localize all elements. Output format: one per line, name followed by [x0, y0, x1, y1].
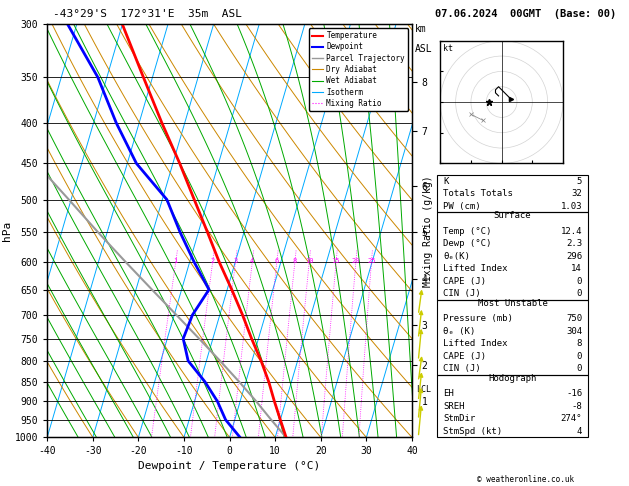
- Text: 25: 25: [367, 259, 376, 264]
- Legend: Temperature, Dewpoint, Parcel Trajectory, Dry Adiabat, Wet Adiabat, Isotherm, Mi: Temperature, Dewpoint, Parcel Trajectory…: [309, 28, 408, 111]
- Text: Surface: Surface: [494, 211, 532, 220]
- Bar: [437, 300, 588, 375]
- Text: Most Unstable: Most Unstable: [477, 298, 548, 308]
- Y-axis label: hPa: hPa: [2, 221, 12, 241]
- Text: 2: 2: [210, 259, 214, 264]
- Text: © weatheronline.co.uk: © weatheronline.co.uk: [477, 474, 574, 484]
- Text: 10: 10: [304, 259, 313, 264]
- Text: 12.4: 12.4: [560, 226, 582, 236]
- Text: 8: 8: [577, 339, 582, 348]
- Text: 0: 0: [577, 277, 582, 286]
- Text: 296: 296: [566, 252, 582, 260]
- Text: StmSpd (kt): StmSpd (kt): [443, 427, 503, 435]
- Text: 2.3: 2.3: [566, 239, 582, 248]
- Text: CAPE (J): CAPE (J): [443, 352, 486, 361]
- Text: Hodograph: Hodograph: [489, 374, 537, 382]
- Text: kt: kt: [443, 44, 453, 53]
- Text: StmDir: StmDir: [443, 414, 476, 423]
- Text: SREH: SREH: [443, 401, 465, 411]
- Text: 15: 15: [331, 259, 340, 264]
- Text: 0: 0: [577, 289, 582, 298]
- Text: 304: 304: [566, 327, 582, 336]
- Text: ASL: ASL: [415, 44, 433, 54]
- Text: 0: 0: [577, 352, 582, 361]
- Text: 750: 750: [566, 314, 582, 323]
- Text: 32: 32: [571, 189, 582, 198]
- Text: Dewp (°C): Dewp (°C): [443, 239, 492, 248]
- Text: Lifted Index: Lifted Index: [443, 264, 508, 273]
- Text: CIN (J): CIN (J): [443, 289, 481, 298]
- Text: PW (cm): PW (cm): [443, 202, 481, 211]
- Text: EH: EH: [443, 389, 454, 398]
- Text: Mixing Ratio (g/kg): Mixing Ratio (g/kg): [423, 175, 433, 287]
- Text: CIN (J): CIN (J): [443, 364, 481, 373]
- Text: 5: 5: [577, 177, 582, 186]
- Text: 3: 3: [233, 259, 237, 264]
- Text: 1.03: 1.03: [560, 202, 582, 211]
- Text: 20: 20: [352, 259, 360, 264]
- Text: Totals Totals: Totals Totals: [443, 189, 513, 198]
- Text: LCL: LCL: [416, 385, 431, 394]
- Text: 8: 8: [292, 259, 297, 264]
- Text: K: K: [443, 177, 448, 186]
- Text: 0: 0: [577, 364, 582, 373]
- Text: 274°: 274°: [560, 414, 582, 423]
- Text: Pressure (mb): Pressure (mb): [443, 314, 513, 323]
- Text: 4: 4: [577, 427, 582, 435]
- Text: 1: 1: [173, 259, 177, 264]
- Text: -43°29'S  172°31'E  35m  ASL: -43°29'S 172°31'E 35m ASL: [53, 9, 242, 19]
- X-axis label: Dewpoint / Temperature (°C): Dewpoint / Temperature (°C): [138, 461, 321, 470]
- Text: -16: -16: [566, 389, 582, 398]
- Text: km: km: [415, 24, 427, 35]
- Text: Lifted Index: Lifted Index: [443, 339, 508, 348]
- Text: CAPE (J): CAPE (J): [443, 277, 486, 286]
- Bar: [437, 212, 588, 300]
- Text: 6: 6: [274, 259, 279, 264]
- Bar: [437, 375, 588, 437]
- Bar: [437, 175, 588, 212]
- Text: 07.06.2024  00GMT  (Base: 00): 07.06.2024 00GMT (Base: 00): [435, 9, 616, 19]
- Text: 14: 14: [571, 264, 582, 273]
- Text: θₑ(K): θₑ(K): [443, 252, 470, 260]
- Text: θₑ (K): θₑ (K): [443, 327, 476, 336]
- Text: 4: 4: [250, 259, 254, 264]
- Text: -8: -8: [571, 401, 582, 411]
- Text: Temp (°C): Temp (°C): [443, 226, 492, 236]
